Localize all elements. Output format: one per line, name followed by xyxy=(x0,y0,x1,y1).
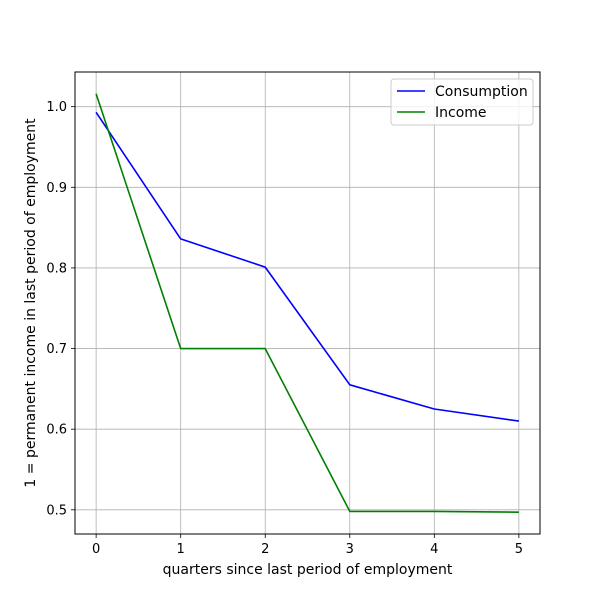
y-tick-label: 0.7 xyxy=(46,342,67,357)
income-line xyxy=(95,93,519,513)
grid-lines xyxy=(75,72,540,534)
legend-label-income: Income xyxy=(435,105,487,121)
legend-box xyxy=(390,78,534,126)
axis-ticks: 0 1 2 3 4 5 0.5 0.6 0.7 0.8 0.9 1.0 xyxy=(46,100,523,557)
legend: Consumption Income xyxy=(390,78,534,126)
y-tick-label: 0.5 xyxy=(46,503,67,518)
y-tick-label: 1.0 xyxy=(46,100,67,115)
x-tick-label: 0 xyxy=(92,542,100,557)
y-tick-label: 0.6 xyxy=(46,423,67,438)
consumption-line xyxy=(95,111,520,422)
x-tick-label: 3 xyxy=(346,542,354,557)
y-axis-label: 1 = permanent income in last period of e… xyxy=(23,118,39,488)
y-tick-label: 0.8 xyxy=(46,261,67,276)
x-tick-label: 5 xyxy=(515,542,523,557)
plot-frame xyxy=(74,71,541,535)
y-tick-label: 0.9 xyxy=(46,181,67,196)
x-tick-label: 4 xyxy=(430,542,438,557)
x-tick-label: 2 xyxy=(261,542,269,557)
x-axis-label: quarters since last period of employment xyxy=(163,562,453,578)
legend-label-consumption: Consumption xyxy=(435,84,528,100)
series-lines xyxy=(95,93,520,513)
x-tick-label: 1 xyxy=(177,542,185,557)
